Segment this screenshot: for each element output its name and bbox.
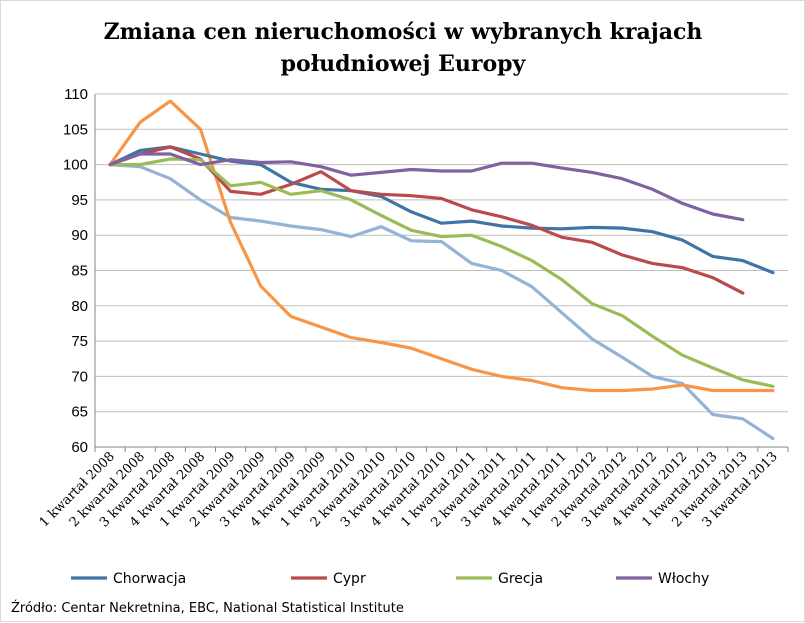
series-line-4 — [108, 163, 775, 441]
y-tick-label: 110 — [64, 86, 88, 103]
gridlines — [95, 93, 788, 448]
source-note: Źródło: Centar Nekretnina, EBC, National… — [11, 600, 404, 616]
y-tick-label: 105 — [63, 121, 88, 138]
legend-label: Grecja — [498, 571, 543, 587]
series-line-5 — [108, 99, 775, 393]
series-line-3 — [108, 152, 745, 222]
y-tick-label: 80 — [71, 298, 88, 315]
chart-title-line-1: Zmiana cen nieruchomości w wybranych kra… — [104, 19, 703, 45]
series-lines — [108, 99, 775, 441]
series-line-1 — [108, 145, 745, 295]
legend-label: Chorwacja — [113, 571, 186, 587]
series-line-2 — [108, 157, 775, 388]
y-tick-label: 100 — [63, 157, 88, 174]
chart-title-line-2: południowej Europy — [281, 51, 527, 77]
y-tick-label: 95 — [71, 192, 88, 209]
y-tick-label: 75 — [71, 333, 88, 350]
y-tick-label: 90 — [71, 227, 88, 244]
y-tick-label: 60 — [71, 439, 88, 456]
y-tick-label: 70 — [71, 368, 88, 385]
axes — [94, 94, 789, 452]
legend-label: Włochy — [658, 571, 709, 587]
y-tick-label: 65 — [71, 404, 88, 421]
legend: Chorwacja Cypr Grecja Włochy — [71, 571, 709, 587]
series-line-0 — [108, 145, 775, 275]
y-axis-ticks: 60 65 70 75 80 85 90 95 100 105 110 — [63, 86, 88, 456]
y-tick-label: 85 — [71, 263, 88, 280]
legend-label: Cypr — [333, 571, 366, 587]
